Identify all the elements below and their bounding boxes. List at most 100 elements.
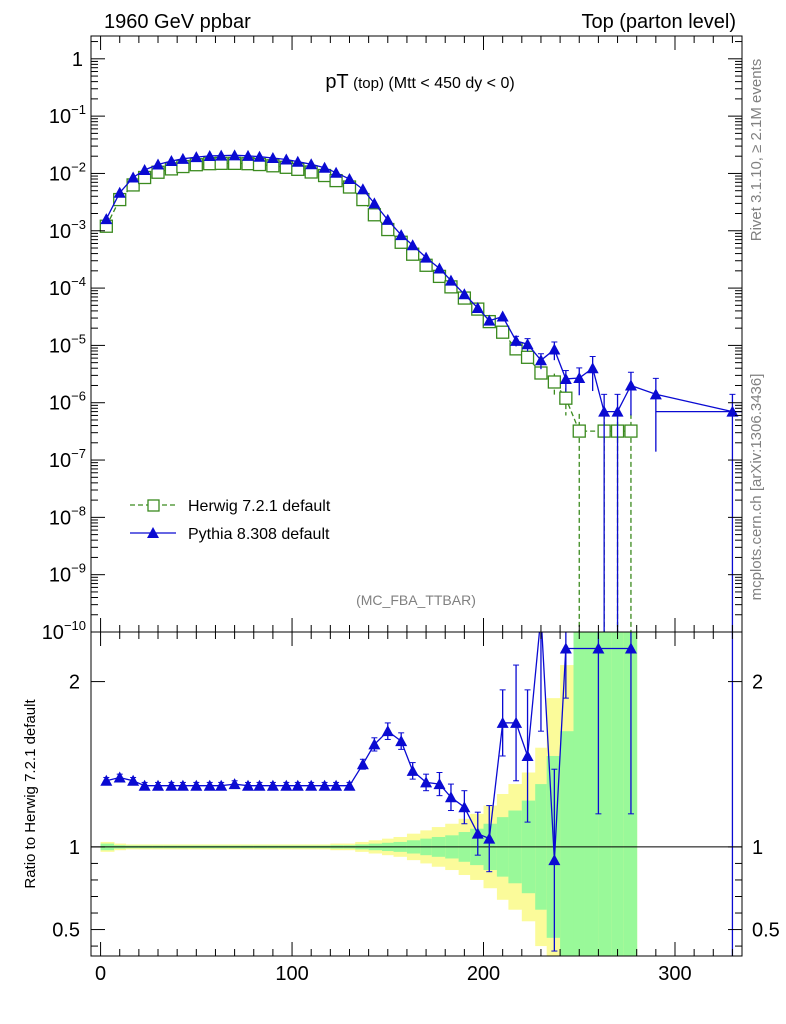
pythia-point — [100, 213, 113, 225]
ratio-pythia-point — [318, 779, 331, 791]
ratio-pythia-point — [165, 779, 178, 791]
ratio-band-green — [623, 632, 638, 956]
ratio-pythia-point — [471, 827, 484, 839]
ytick-exponent: −7 — [71, 446, 86, 461]
ytick-exponent: −9 — [71, 561, 86, 576]
ratio-xtick-label: 300 — [658, 963, 691, 985]
pythia-point — [598, 405, 611, 417]
ratio-ytick-label-left: 1 — [69, 837, 80, 859]
ratio-band-green — [560, 731, 575, 956]
pythia-point — [420, 251, 433, 263]
legend-pythia-marker — [147, 527, 159, 538]
pythia-point — [444, 274, 457, 286]
pythia-point — [483, 314, 496, 326]
pythia-point — [381, 213, 394, 225]
ytick-base: 10 — [49, 278, 71, 300]
ratio-pythia-point — [203, 779, 216, 791]
ratio-ytick-label-left: 2 — [69, 672, 80, 694]
ytick-exponent: −6 — [71, 389, 86, 404]
pythia-point — [318, 161, 331, 173]
pythia-point — [649, 388, 662, 400]
main-ytick-label: 10−8 — [49, 503, 86, 529]
main-ytick-label: 10−4 — [49, 274, 86, 300]
ratio-pythia-point — [356, 758, 369, 770]
pythia-point — [573, 371, 586, 383]
ratio-ylabel: Ratio to Herwig 7.2.1 default — [22, 699, 39, 889]
ytick-exponent: −10 — [64, 618, 86, 633]
ytick-base: 10 — [42, 622, 64, 644]
ratio-panel: 0.5 0.5 1 1 2 2 0 100 200 300 Ratio to Herwig 7.… — [22, 631, 780, 985]
ratio-pythia-point — [343, 779, 356, 791]
plot-title-cut: (Mtt < 450 dy < 0) — [388, 75, 514, 92]
main-ytick-label: 10−7 — [49, 446, 86, 472]
main-ytick-label: 10−3 — [49, 217, 86, 243]
pythia-point — [190, 151, 203, 163]
ratio-ytick-label-right: 0.5 — [752, 920, 780, 942]
herwig-point — [572, 424, 586, 438]
main-ytick-label: 10−2 — [49, 159, 86, 185]
pythia-point — [343, 173, 356, 185]
pythia-point — [559, 372, 572, 384]
pythia-point — [138, 163, 151, 175]
ratio-pythia-point — [242, 779, 255, 791]
pythia-point — [534, 354, 547, 366]
ratio-pythia-point — [496, 716, 509, 728]
ratio-ytick-label-left: 0.5 — [52, 920, 80, 942]
ratio-pythia-point — [395, 735, 408, 747]
main-ytick-label: 10−9 — [49, 561, 86, 587]
herwig-point — [547, 375, 562, 389]
ratio-pythia-point — [592, 642, 605, 654]
ratio-pythia-point — [228, 778, 241, 790]
ratio-pythia-point — [433, 778, 446, 790]
pythia-point — [176, 152, 189, 164]
ratio-pythia-point — [548, 854, 561, 866]
ratio-pythia-point — [483, 832, 496, 844]
ratio-pythia-point — [444, 791, 457, 803]
pythia-point — [127, 171, 140, 183]
ratio-pythia-point — [559, 642, 572, 654]
pythia-point — [242, 149, 255, 161]
herwig-point — [367, 208, 382, 222]
plot-title: pT (top) (Mtt < 450 dy < 0) — [325, 71, 514, 93]
ratio-pythia-point — [100, 774, 113, 786]
ytick-exponent: −2 — [71, 159, 86, 174]
ratio-pythia-point — [330, 779, 343, 791]
ratio-pythia-point — [420, 776, 433, 788]
ratio-band-green — [584, 632, 599, 956]
ratio-pythia-point — [266, 779, 279, 791]
main-ytick-label: 10−6 — [49, 389, 86, 415]
pythia-point — [548, 343, 561, 355]
ytick-exponent: −8 — [71, 503, 86, 518]
ytick-base: 10 — [49, 393, 71, 415]
ratio-pythia-point — [291, 779, 304, 791]
ratio-pythia-point — [458, 801, 471, 813]
ratio-pythia-point — [280, 779, 293, 791]
ytick-base: 10 — [49, 106, 71, 128]
pythia-point — [496, 310, 509, 322]
legend-pythia: Pythia 8.308 default — [130, 526, 330, 543]
pythia-point — [521, 338, 534, 350]
pythia-point — [471, 301, 484, 313]
pythia-point — [203, 149, 216, 161]
main-ytick-label: 1 — [72, 49, 83, 71]
ytick-exponent: −5 — [71, 331, 86, 346]
header-right: Top (parton level) — [581, 11, 736, 33]
ytick-base: 10 — [49, 450, 71, 472]
plot-title-sub: (top) — [353, 75, 384, 92]
herwig-point — [559, 391, 573, 405]
pythia-point — [726, 405, 739, 417]
ratio-pythia-point — [381, 725, 394, 737]
ytick-base: 10 — [49, 163, 71, 185]
ratio-pythia-point — [113, 771, 126, 783]
pythia-point — [305, 158, 318, 170]
header-left: 1960 GeV ppbar — [104, 11, 251, 33]
ratio-frame — [90, 631, 743, 957]
pythia-point — [458, 288, 471, 300]
pythia-point — [253, 150, 266, 162]
plot-title-main: pT — [325, 71, 348, 93]
ratio-pythia-point — [510, 716, 523, 728]
ratio-pythia-point — [176, 779, 189, 791]
ratio-pythia-point — [406, 764, 419, 776]
main-ytick-label: 10−5 — [49, 331, 86, 357]
